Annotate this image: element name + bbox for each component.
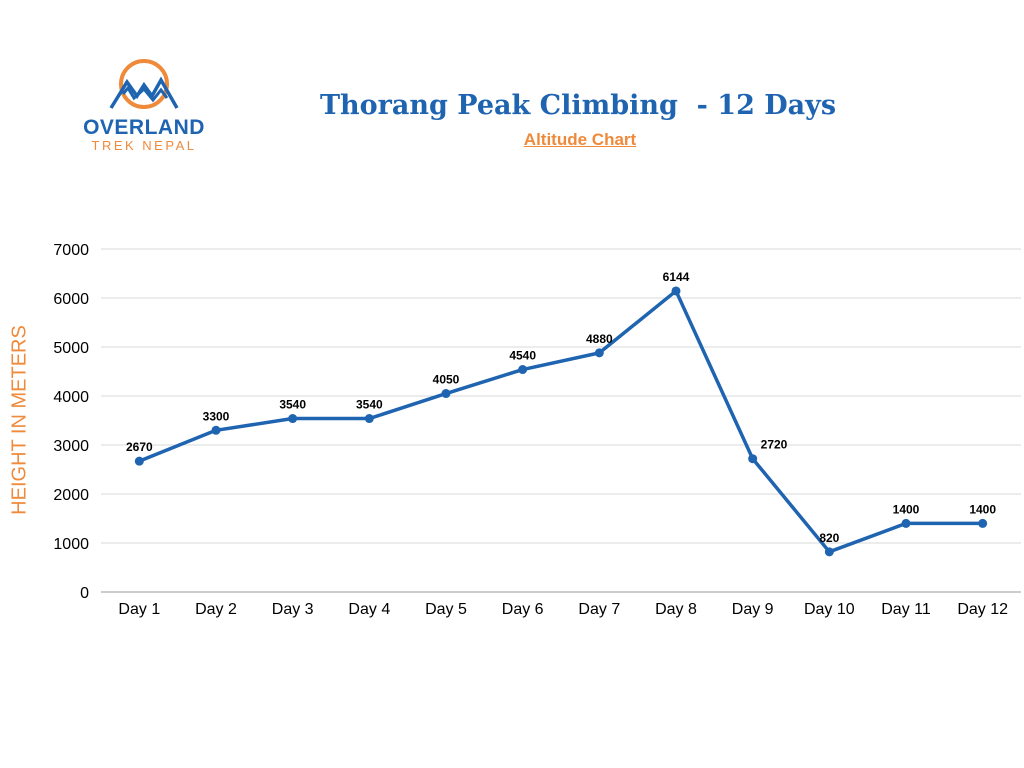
- y-tick-label: 0: [80, 585, 89, 602]
- data-label: 1400: [893, 502, 920, 516]
- x-tick-label: Day 7: [578, 601, 620, 618]
- data-point: [978, 518, 988, 528]
- x-tick-label: Day 4: [348, 601, 390, 618]
- data-point: [901, 518, 911, 528]
- y-tick-label: 7000: [53, 242, 89, 259]
- data-point: [211, 425, 221, 435]
- data-label: 3540: [279, 398, 306, 412]
- chart-title: Thorang Peak Climbing - 12 Days: [319, 90, 837, 121]
- y-tick-label: 5000: [53, 340, 89, 357]
- data-point: [671, 286, 681, 296]
- chart-subtitle: Altitude Chart: [523, 130, 637, 149]
- data-point: [748, 454, 758, 464]
- data-label: 4050: [433, 373, 460, 387]
- x-tick-label: Day 3: [272, 601, 314, 618]
- data-point: [134, 456, 144, 466]
- data-point: [824, 547, 834, 557]
- data-point: [288, 414, 298, 424]
- y-tick-label: 2000: [53, 487, 89, 504]
- mountain-logo-icon: [109, 59, 179, 109]
- x-tick-label: Day 2: [195, 601, 237, 618]
- brand-name: OVERLAND: [83, 116, 205, 139]
- y-tick-label: 3000: [53, 438, 89, 455]
- data-label: 3300: [203, 409, 230, 423]
- data-point: [594, 348, 604, 358]
- data-label: 6144: [663, 270, 690, 284]
- y-tick-label: 4000: [53, 389, 89, 406]
- data-label: 4540: [509, 349, 536, 363]
- x-tick-label: Day 8: [655, 601, 697, 618]
- data-label: 4880: [586, 332, 613, 346]
- data-label: 1400: [969, 502, 996, 516]
- brand-logo: OVERLAND TREK NEPAL: [74, 58, 214, 154]
- data-label: 2670: [126, 440, 153, 454]
- x-tick-label: Day 12: [957, 601, 1008, 618]
- x-tick-label: Day 1: [118, 601, 160, 618]
- data-point: [441, 389, 451, 399]
- series-line: [138, 289, 983, 554]
- x-tick-label: Day 5: [425, 601, 467, 618]
- x-tick-label: Day 11: [881, 601, 931, 618]
- data-label: 3540: [356, 398, 383, 412]
- data-label: 820: [819, 531, 839, 545]
- y-tick-label: 1000: [53, 536, 89, 553]
- brand-subname: TREK NEPAL: [91, 138, 197, 153]
- y-tick-label: 6000: [53, 291, 89, 308]
- data-point: [364, 414, 374, 424]
- x-tick-label: Day 10: [804, 601, 855, 618]
- x-tick-label: Day 6: [502, 601, 544, 618]
- data-point: [518, 365, 528, 375]
- x-tick-label: Day 9: [732, 601, 774, 618]
- data-label: 2720: [761, 438, 788, 452]
